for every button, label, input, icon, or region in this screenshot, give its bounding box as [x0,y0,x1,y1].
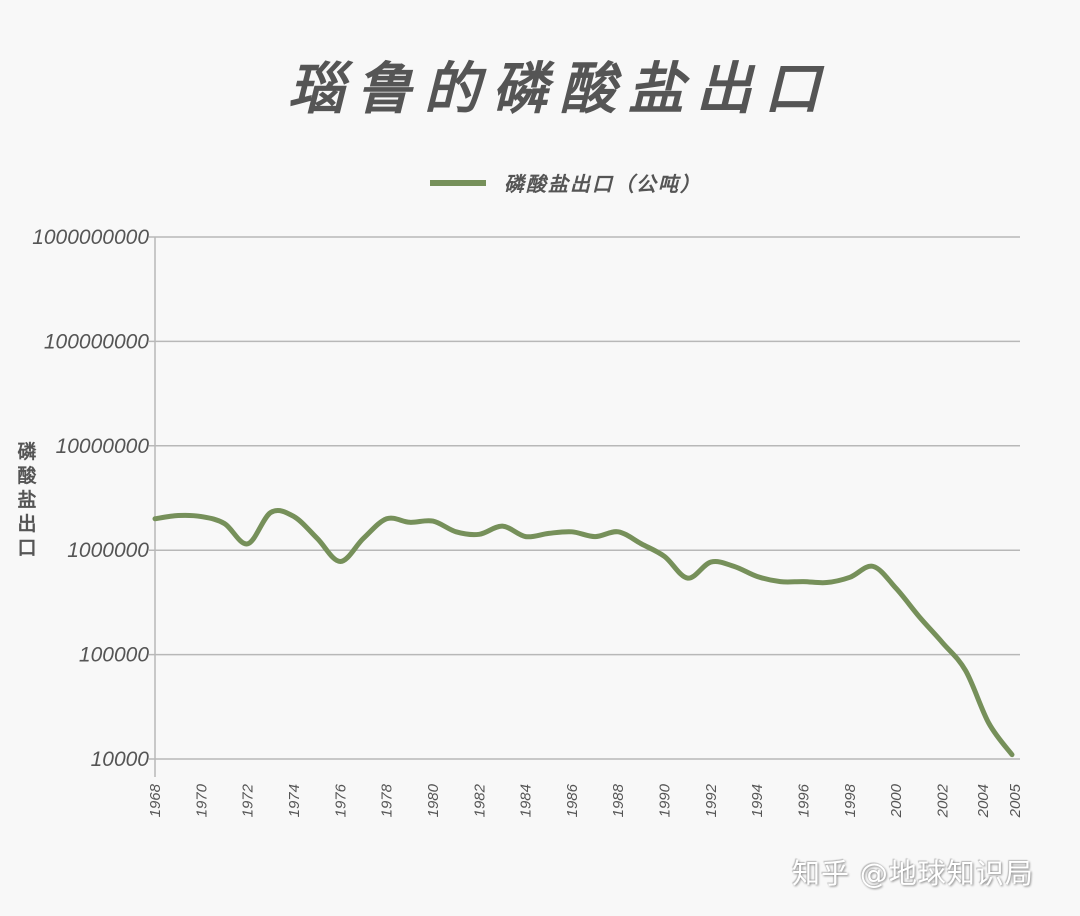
y-tick-label: 10000 [91,748,150,771]
watermark: 知乎 @地球知识局 [792,857,1034,890]
y-tick-label: 1000000 [67,539,149,562]
y-axis-label: 磷酸盐出口 [17,441,37,559]
x-tick-label: 1992 [703,783,720,817]
x-tick-label: 1996 [796,783,813,817]
x-tick-label: 1988 [610,783,627,817]
y-tick-label: 100000 [79,644,149,667]
x-tick-label: 1972 [240,783,257,817]
legend: 磷酸盐出口（公吨） [430,168,702,197]
legend-label: 磷酸盐出口（公吨） [504,172,702,196]
x-tick-label: 2005 [1007,783,1024,818]
x-tick-label: 1998 [842,783,859,817]
x-tick-label: 1968 [147,783,164,817]
x-tick-label: 1976 [332,783,349,817]
x-tick-label: 1984 [518,784,535,817]
x-tick-label: 2000 [888,783,905,818]
series-line [152,508,1015,758]
x-tick-label: 1978 [379,783,396,817]
y-tick-label: 10000000 [56,435,150,458]
chart-title: 瑙鲁的磷酸盐出口 [288,57,832,122]
y-tick-label: 1000000000 [32,226,149,249]
x-tick-label: 2002 [935,783,952,818]
x-tick-label: 1982 [471,783,488,817]
x-tick-label: 1980 [425,783,442,817]
x-tick-label: 1986 [564,783,581,817]
x-tick-label: 1994 [749,784,766,817]
x-tick-label: 2004 [975,784,992,818]
x-tick-label: 1974 [286,784,303,817]
legend-swatch [430,179,486,186]
x-tick-label: 1990 [657,783,674,817]
x-tick-label: 1970 [193,783,210,817]
y-tick-label: 100000000 [44,330,149,353]
